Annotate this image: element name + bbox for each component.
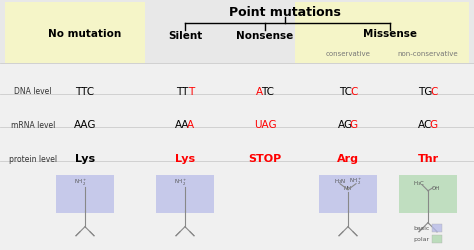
Text: STOP: STOP — [248, 154, 282, 164]
Text: DNA level: DNA level — [14, 87, 52, 96]
Text: AC: AC — [418, 120, 432, 130]
Text: T: T — [188, 86, 194, 96]
Text: TC: TC — [261, 86, 274, 96]
Text: TG: TG — [418, 86, 432, 96]
FancyBboxPatch shape — [56, 175, 114, 213]
Text: C: C — [430, 86, 438, 96]
Text: H$_3$C: H$_3$C — [413, 178, 425, 188]
FancyBboxPatch shape — [295, 2, 469, 64]
Text: Arg: Arg — [337, 154, 359, 164]
Text: Nonsense: Nonsense — [237, 30, 293, 40]
Text: polar: polar — [414, 236, 430, 242]
Text: UAG: UAG — [254, 120, 276, 130]
Text: TTC: TTC — [75, 86, 94, 96]
Text: AG: AG — [337, 120, 353, 130]
Text: AAG: AAG — [74, 120, 96, 130]
FancyBboxPatch shape — [432, 235, 442, 243]
Text: mRNA level: mRNA level — [11, 120, 55, 130]
Text: NH: NH — [344, 186, 352, 190]
Text: basic: basic — [414, 226, 430, 230]
Text: OH: OH — [432, 186, 440, 190]
Text: C: C — [350, 86, 357, 96]
Text: G: G — [429, 120, 438, 130]
Text: Lys: Lys — [75, 154, 95, 164]
Text: H$_2$N: H$_2$N — [334, 176, 346, 186]
FancyBboxPatch shape — [319, 175, 377, 213]
Text: NH$_2^+$: NH$_2^+$ — [349, 176, 363, 186]
Text: Point mutations: Point mutations — [229, 6, 341, 19]
Text: Lys: Lys — [175, 154, 195, 164]
Text: TT: TT — [176, 86, 188, 96]
Text: G: G — [350, 120, 358, 130]
Text: A: A — [255, 86, 263, 96]
Text: NH$_2^+$: NH$_2^+$ — [74, 177, 88, 187]
Text: protein level: protein level — [9, 154, 57, 163]
Text: Thr: Thr — [418, 154, 438, 164]
Text: No mutation: No mutation — [48, 29, 122, 39]
FancyBboxPatch shape — [432, 224, 442, 232]
Text: AA: AA — [175, 120, 190, 130]
Text: Missense: Missense — [363, 29, 417, 39]
FancyBboxPatch shape — [0, 64, 474, 250]
FancyBboxPatch shape — [399, 175, 457, 213]
Text: non-conservative: non-conservative — [398, 51, 458, 57]
Text: A: A — [187, 120, 194, 130]
Text: TC: TC — [338, 86, 352, 96]
FancyBboxPatch shape — [5, 2, 145, 64]
Text: NH$_2^+$: NH$_2^+$ — [174, 177, 188, 187]
FancyBboxPatch shape — [156, 175, 214, 213]
Text: conservative: conservative — [326, 51, 371, 57]
Text: Silent: Silent — [168, 30, 202, 40]
